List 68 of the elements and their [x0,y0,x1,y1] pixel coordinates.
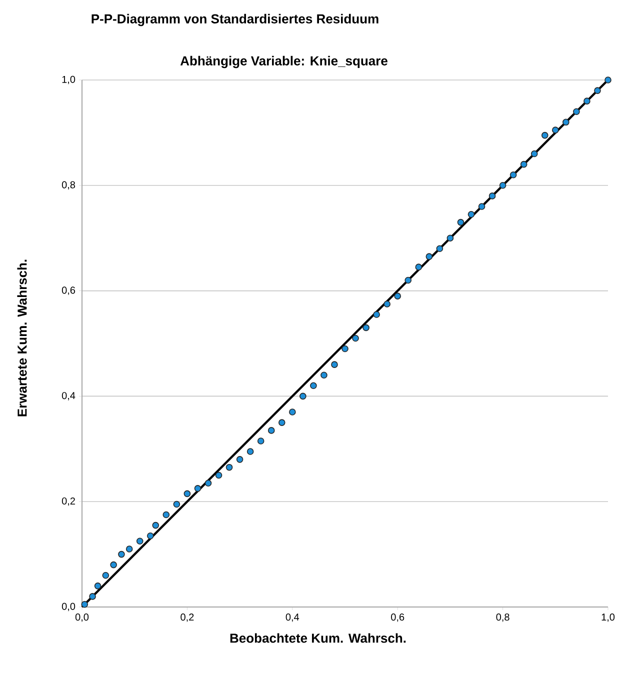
point [257,438,264,444]
chart-subtitle: Abhängige Variable: Knie_square [180,56,388,68]
point [288,408,296,416]
point [520,160,528,168]
point [162,511,170,518]
x-tick-label: 0,6 [391,614,404,622]
point [278,419,286,426]
point [352,334,359,342]
point [81,600,88,608]
point [118,550,125,558]
point [373,311,380,318]
point [562,118,570,126]
point [226,464,233,471]
point [110,561,117,568]
point [552,126,559,134]
y-tick-label: 0,2 [62,497,75,506]
point [173,500,180,508]
y-tick-label: 0,0 [62,602,76,612]
point [310,382,317,390]
point [594,87,601,94]
point [510,171,517,178]
y-axis-title: Erwartete Kum. Wahrsch. [17,260,27,416]
point [102,572,110,579]
point [342,345,348,352]
point [94,582,102,590]
point [584,98,590,104]
y-tick-label: 0,4 [62,392,76,400]
point [394,292,401,300]
x-tick-label: 0,2 [180,614,194,622]
point [362,324,370,332]
point [300,392,306,400]
point [246,448,254,455]
point [204,480,212,487]
point [152,522,160,529]
point [215,472,222,479]
point [426,253,433,260]
point [415,264,422,270]
x-tick-label: 1,0 [602,614,615,622]
point [126,546,133,552]
point [488,192,496,200]
y-tick-label: 1,0 [62,76,76,84]
point [404,276,412,284]
point [194,485,202,492]
point [268,427,275,434]
point [436,245,444,252]
point [331,361,338,368]
point [499,182,506,189]
x-tick-label: 0,8 [496,614,510,622]
point [573,108,580,116]
x-axis-title: Beobachtete Kum. Wahrsch. [230,633,406,643]
chart-title: P-P-Diagramm von Standardisiertes Residuum [92,14,378,26]
point [478,203,486,210]
point [541,132,548,139]
y-tick-label: 0,6 [62,286,76,295]
point [457,218,464,226]
x-tick-label: 0,4 [286,614,300,622]
point [446,234,454,242]
point [89,593,96,600]
point [384,300,390,308]
point [320,372,328,379]
x-tick-label: 0,0 [75,614,89,622]
point [468,210,475,218]
point [136,538,144,545]
point [184,490,191,498]
point [530,150,538,158]
y-tick-label: 0,8 [62,181,76,190]
point [146,532,154,540]
point [236,456,244,463]
